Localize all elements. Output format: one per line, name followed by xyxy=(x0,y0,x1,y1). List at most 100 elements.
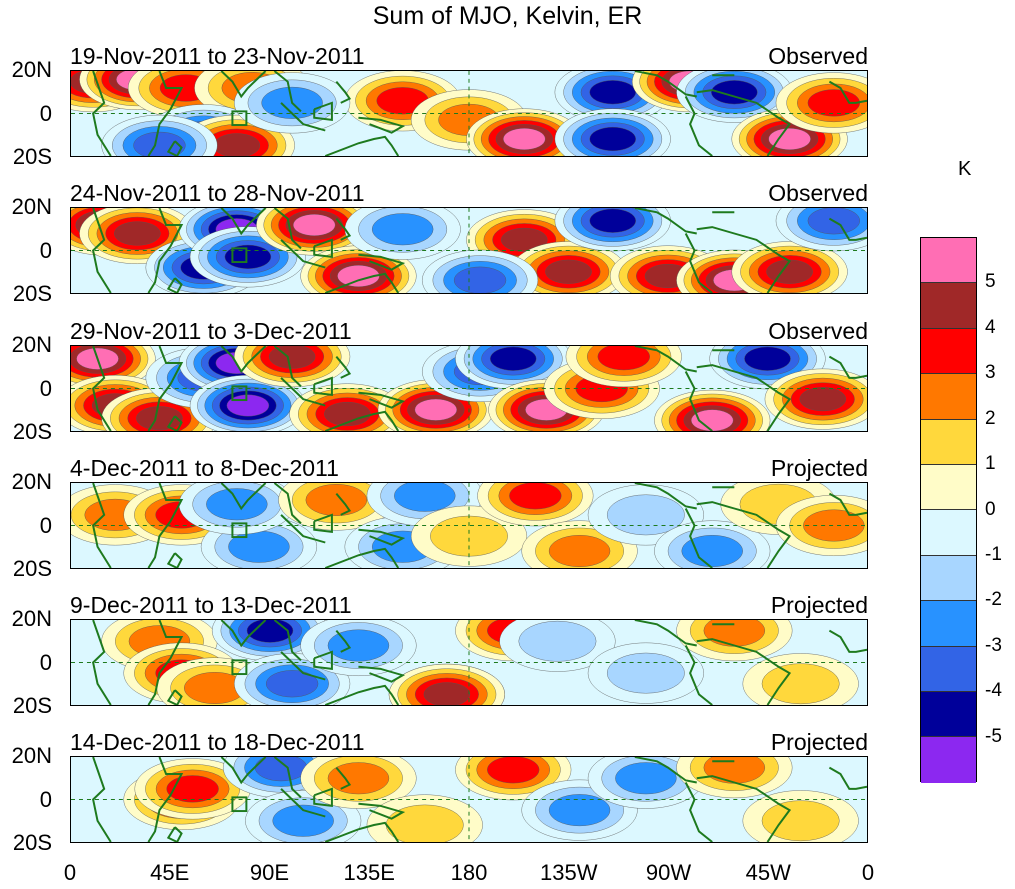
y-axis-label: 20N xyxy=(11,743,52,768)
coastline xyxy=(220,346,267,374)
coastline xyxy=(324,272,400,293)
coastline xyxy=(220,620,267,648)
coastline xyxy=(358,116,406,134)
coastline xyxy=(280,788,326,818)
colorbar-label: -2 xyxy=(985,589,1002,611)
coastline xyxy=(92,757,112,842)
y-axis-label: 0 xyxy=(39,512,52,538)
colorbar-segment xyxy=(921,601,976,647)
anomaly-contour xyxy=(615,762,677,795)
coastline xyxy=(634,757,697,784)
anomaly-contour xyxy=(327,762,390,795)
y-axis-label: 0 xyxy=(39,649,52,675)
coastline xyxy=(273,71,302,113)
anomaly-contour xyxy=(761,663,840,705)
coastline xyxy=(273,757,302,799)
anomaly-contour xyxy=(503,128,546,150)
anomaly-contour xyxy=(548,794,611,827)
region-box xyxy=(231,659,248,676)
map-panel xyxy=(70,482,868,569)
y-axis-label: 0 xyxy=(39,100,52,126)
coastline xyxy=(147,620,184,705)
x-axis-label: 135W xyxy=(540,860,598,885)
coastline xyxy=(313,513,333,533)
coastline xyxy=(313,238,333,258)
coastline xyxy=(828,217,867,241)
anomaly-contour xyxy=(272,804,334,837)
anomaly-contour xyxy=(761,800,840,842)
coastline xyxy=(335,356,352,379)
region-box xyxy=(231,110,248,127)
anomaly-contour xyxy=(487,757,540,784)
coastline xyxy=(634,620,697,647)
coastline xyxy=(273,208,302,250)
coastline xyxy=(634,346,697,373)
coastline xyxy=(273,620,302,662)
anomaly-field xyxy=(71,346,867,431)
coastline xyxy=(324,410,400,431)
anomaly-contour xyxy=(414,398,458,421)
anomaly-contour xyxy=(545,259,592,284)
x-axis-label: 90E xyxy=(249,860,290,885)
coastline xyxy=(280,377,326,407)
anomaly-contour xyxy=(509,483,562,510)
colorbar-label: 4 xyxy=(985,316,996,338)
colorbar-label: -5 xyxy=(985,725,1002,747)
coastline xyxy=(273,483,302,525)
anomaly-contour xyxy=(589,126,636,152)
anomaly-contour xyxy=(228,530,290,563)
anomaly-contour xyxy=(606,494,685,536)
y-axis-label: 20S xyxy=(12,830,52,855)
coastline xyxy=(696,501,792,568)
coastline xyxy=(634,208,697,235)
colorbar-segment xyxy=(921,692,976,738)
y-axis-label: 0 xyxy=(39,786,52,812)
region-box xyxy=(231,385,248,402)
anomaly-contour xyxy=(133,131,186,156)
colorbar-segment xyxy=(921,419,976,466)
coastline xyxy=(280,239,326,269)
anomaly-contour xyxy=(744,346,791,371)
y-axis-label: 0 xyxy=(39,375,52,401)
coastline xyxy=(280,651,326,681)
coastline xyxy=(166,689,183,705)
anomaly-contour xyxy=(548,535,611,567)
panel-status: Observed xyxy=(768,180,868,206)
x-axis-label: 0 xyxy=(861,860,875,885)
region-box xyxy=(231,247,248,264)
coastline xyxy=(335,493,352,516)
coastline xyxy=(166,415,183,431)
colorbar-label: -1 xyxy=(985,543,1002,565)
coastline xyxy=(696,364,792,431)
anomaly-contour xyxy=(394,483,456,512)
coastline xyxy=(828,629,867,653)
anomaly-field xyxy=(71,620,867,705)
panel-date-range: 19-Nov-2011 to 23-Nov-2011 xyxy=(70,43,365,69)
colorbar xyxy=(920,237,977,783)
coastline xyxy=(684,371,713,431)
coastline xyxy=(313,787,333,807)
colorbar-unit: K xyxy=(958,158,972,180)
coastline xyxy=(696,775,792,842)
anomaly-contour xyxy=(597,346,650,371)
y-axis-label: 20S xyxy=(12,693,52,718)
coastline xyxy=(273,346,302,388)
anomaly-contour xyxy=(691,409,734,431)
coastline xyxy=(828,355,867,379)
colorbar-label: -3 xyxy=(985,634,1002,656)
anomaly-contour xyxy=(327,629,390,662)
coastline xyxy=(220,757,267,785)
coastline xyxy=(220,483,267,511)
coastline xyxy=(634,71,697,98)
x-axis-label: 45E xyxy=(150,860,190,885)
panel-date-range: 14-Dec-2011 to 18-Dec-2011 xyxy=(70,729,365,755)
anomaly-contour xyxy=(589,208,636,233)
anomaly-contour xyxy=(371,213,434,246)
anomaly-field xyxy=(71,71,867,156)
coastline xyxy=(147,208,184,293)
anomaly-contour xyxy=(501,227,548,252)
coastline xyxy=(335,218,352,241)
coastline xyxy=(684,233,713,293)
y-axis-label: 20N xyxy=(11,194,52,219)
x-axis-label: 45W xyxy=(745,860,791,885)
